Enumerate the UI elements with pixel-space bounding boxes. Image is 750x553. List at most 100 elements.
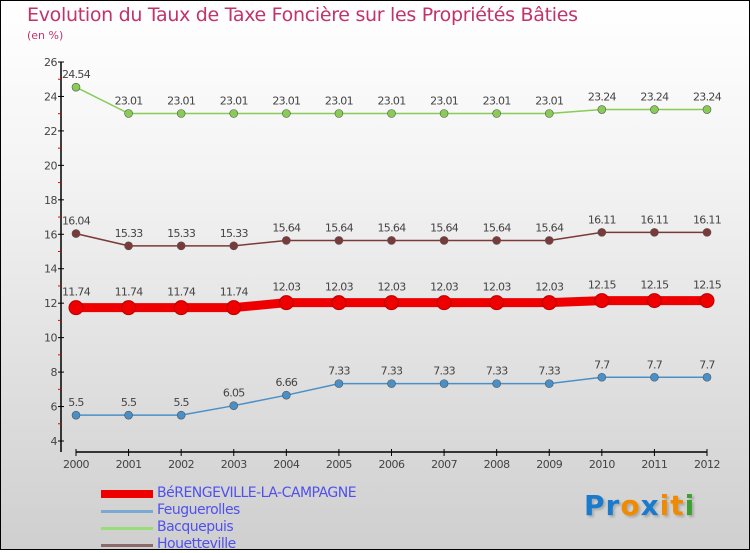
data-point: [229, 109, 239, 118]
y-tick-label: 12: [44, 297, 57, 310]
data-point: [387, 379, 396, 388]
data-point: [384, 295, 399, 311]
data-label: 12.15: [693, 279, 722, 292]
y-tick-label: 10: [44, 332, 57, 345]
data-label: 23.01: [167, 95, 195, 108]
data-label: 7.33: [486, 365, 508, 378]
x-tick-label: 2007: [431, 458, 457, 471]
legend-label: BéRENGEVILLE-LA-CAMPAGNE: [157, 485, 357, 501]
data-point: [439, 379, 449, 388]
data-label: 23.24: [588, 91, 617, 104]
y-tick-label: 20: [44, 159, 57, 172]
data-label: 12.03: [535, 281, 564, 294]
data-point: [646, 293, 662, 309]
data-label: 15.64: [483, 221, 512, 234]
legend-swatch: [101, 490, 153, 498]
data-point: [597, 372, 607, 382]
data-point: [282, 390, 291, 400]
data-label: 12.15: [588, 279, 617, 292]
y-tick-label: 4: [51, 435, 58, 448]
data-point: [436, 295, 452, 311]
data-point: [71, 410, 81, 420]
x-tick-label: 2008: [484, 458, 510, 471]
y-tick-label: 24: [44, 90, 57, 103]
data-point: [71, 229, 81, 238]
data-label: 16.11: [693, 213, 721, 226]
data-label: 24.54: [62, 68, 91, 81]
data-point: [597, 228, 607, 237]
legend-label: Feuguerolles: [157, 502, 240, 518]
data-label: 6.66: [275, 376, 297, 389]
data-point: [597, 105, 607, 114]
data-label: 12.03: [378, 281, 407, 294]
data-label: 23.01: [325, 95, 353, 108]
x-tick-label: 2001: [116, 458, 142, 471]
legend-label: Houetteville: [157, 536, 236, 552]
data-label: 15.33: [115, 227, 144, 240]
data-point: [334, 379, 344, 388]
y-tick-label: 16: [44, 228, 57, 241]
data-label: 23.01: [430, 95, 458, 108]
y-tick-label: 22: [44, 125, 57, 138]
legend-swatch: [101, 544, 153, 547]
data-label: 7.33: [381, 365, 403, 378]
line-chart: 4 6 8 10 12 14 16 18 20 22 24 26 2000 2001 2002 2003 200…: [44, 56, 722, 471]
x-tick-label: 2003: [221, 458, 247, 471]
data-point: [334, 236, 344, 245]
data-label: 15.33: [167, 227, 196, 240]
data-label: 11.74: [62, 286, 91, 299]
data-label: 15.33: [220, 227, 249, 240]
data-point: [387, 236, 396, 245]
chart-title: Evolution du Taux de Taxe Foncière sur l…: [27, 4, 578, 26]
data-point: [650, 372, 659, 382]
data-point: [489, 295, 505, 311]
x-tick-label: 2004: [273, 458, 299, 471]
data-point: [176, 241, 186, 251]
data-label: 23.01: [378, 95, 406, 108]
legend-label: Bacquepuis: [157, 519, 234, 535]
data-label: 23.01: [483, 95, 511, 108]
data-point: [229, 241, 239, 251]
data-label: 23.24: [640, 91, 669, 104]
data-point: [541, 295, 557, 311]
data-point: [492, 236, 501, 245]
data-point: [702, 372, 712, 382]
data-label: 5.5: [173, 396, 189, 409]
proxiti-logo: Proxiti: [584, 489, 696, 522]
data-point: [176, 109, 186, 118]
data-point: [387, 109, 396, 118]
data-point: [544, 236, 554, 245]
data-point: [173, 300, 189, 316]
data-label: 12.03: [325, 281, 354, 294]
data-point: [71, 82, 81, 92]
data-point: [594, 293, 610, 309]
data-point: [282, 109, 291, 118]
data-label: 7.7: [699, 358, 715, 371]
data-point: [492, 379, 501, 388]
data-label: 23.01: [220, 95, 248, 108]
data-label: 7.33: [433, 365, 455, 378]
data-label: 12.03: [272, 281, 301, 294]
y-tick-label: 8: [51, 366, 58, 379]
data-point: [278, 295, 294, 311]
data-label: 11.74: [115, 286, 144, 299]
x-tick-label: 2010: [589, 458, 615, 471]
x-tick-label: 2006: [379, 458, 405, 471]
data-label: 15.64: [272, 221, 301, 234]
data-point: [439, 236, 449, 245]
data-point: [439, 109, 449, 118]
y-tick-label: 6: [51, 401, 58, 414]
y-tick-label: 18: [44, 194, 57, 207]
data-point: [650, 228, 659, 237]
data-point: [702, 228, 712, 237]
data-label: 16.11: [640, 213, 668, 226]
data-point: [229, 401, 239, 410]
data-label: 12.15: [640, 279, 669, 292]
data-label: 15.64: [430, 221, 459, 234]
data-label: 6.05: [223, 387, 245, 400]
data-point: [699, 293, 715, 309]
data-point: [702, 105, 712, 114]
data-point: [492, 109, 501, 118]
x-tick-label: 2012: [694, 458, 720, 471]
data-point: [331, 295, 347, 311]
